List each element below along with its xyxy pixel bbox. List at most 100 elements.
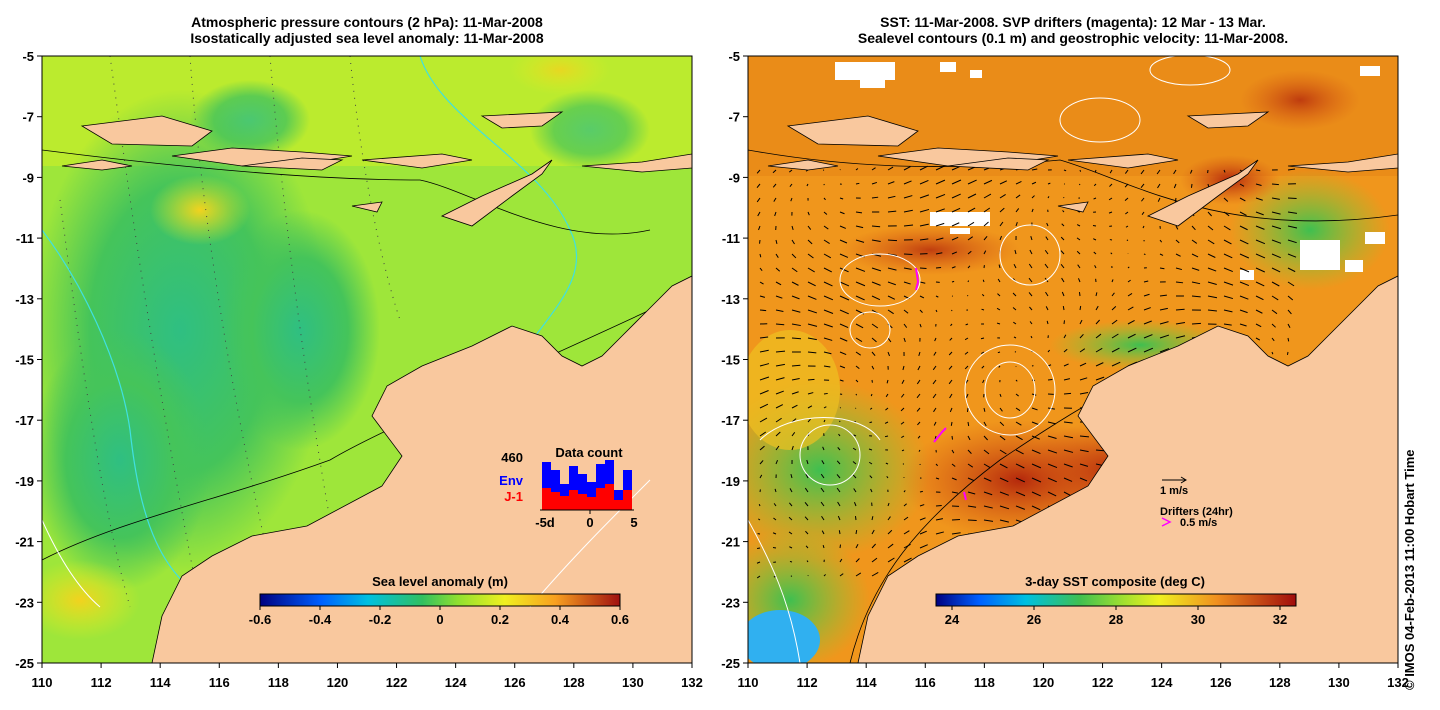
velocity-arrow	[1287, 225, 1298, 229]
velocity-arrow	[999, 235, 1003, 241]
velocity-arrow	[919, 517, 926, 521]
velocity-arrow	[805, 545, 809, 549]
velocity-arrow	[1127, 293, 1133, 297]
sst-colorbar	[935, 593, 1297, 607]
velocity-arrow	[935, 252, 943, 255]
velocity-arrow	[1271, 211, 1281, 215]
velocity-arrow	[1239, 239, 1249, 245]
velocity-arrow	[935, 193, 946, 199]
velocity-arrow	[806, 560, 809, 563]
velocity-arrow	[823, 197, 826, 201]
velocity-arrow	[983, 491, 993, 496]
velocity-arrow	[791, 391, 799, 395]
x-tick-label: 120	[327, 675, 349, 690]
drifter-scale-label: 0.5 m/s	[1180, 517, 1217, 529]
velocity-arrow	[1239, 281, 1250, 287]
y-tick-label: -9	[22, 170, 34, 185]
velocity-arrow	[775, 417, 782, 423]
velocity-arrow	[855, 529, 858, 535]
velocity-arrow	[823, 419, 826, 423]
velocity-arrow	[869, 421, 873, 424]
velocity-arrow	[1255, 239, 1266, 245]
velocity-arrow	[759, 474, 763, 479]
velocity-arrow	[1191, 225, 1196, 231]
colorbar-tick-label: 24	[945, 612, 960, 627]
velocity-arrow	[1125, 211, 1129, 215]
velocity-arrow	[789, 183, 793, 188]
velocity-arrow	[823, 267, 833, 273]
velocity-arrow	[774, 488, 777, 493]
velocity-arrow	[759, 376, 770, 381]
y-tick-label: -5	[728, 49, 740, 64]
velocity-arrow	[900, 421, 905, 425]
velocity-arrow	[871, 281, 881, 286]
velocity-arrow	[1173, 169, 1177, 175]
velocity-arrow	[773, 503, 777, 507]
velocity-arrow	[855, 281, 866, 287]
velocity-arrow	[949, 407, 953, 413]
velocity-arrow	[759, 336, 769, 339]
velocity-arrow	[1175, 225, 1179, 230]
velocity-arrow	[1031, 463, 1042, 469]
velocity-arrow	[839, 379, 844, 382]
velocity-arrow	[823, 253, 832, 259]
velocity-arrow	[1095, 376, 1105, 381]
velocity-arrow	[983, 463, 991, 469]
velocity-arrow	[1047, 463, 1058, 468]
velocity-arrow	[999, 491, 1009, 496]
velocity-arrow	[1095, 319, 1100, 325]
velocity-arrow	[838, 530, 841, 535]
velocity-arrow	[999, 421, 1005, 427]
velocity-arrow	[998, 365, 1001, 368]
velocity-arrow	[822, 544, 825, 549]
velocity-arrow	[935, 222, 945, 227]
colorbar-tick-label: 0.6	[611, 612, 629, 627]
velocity-arrow	[805, 530, 809, 535]
velocity-arrow	[759, 431, 767, 437]
velocity-arrow	[1095, 347, 1103, 353]
velocity-arrow	[1191, 281, 1201, 285]
velocity-arrow	[887, 529, 893, 535]
velocity-arrow	[1287, 337, 1290, 342]
velocity-arrow	[1093, 251, 1097, 255]
velocity-arrow	[903, 516, 909, 521]
velocity-arrow	[804, 487, 809, 493]
velocity-arrow	[1076, 237, 1081, 241]
drifters-label: Drifters (24hr)	[1160, 506, 1233, 518]
x-tick-label: 118	[974, 675, 995, 690]
velocity-arrow	[1046, 320, 1049, 325]
velocity-arrow	[839, 281, 850, 287]
velocity-arrow	[1111, 292, 1115, 297]
velocity-arrow	[1223, 267, 1233, 273]
velocity-arrow	[950, 421, 953, 426]
velocity-arrow	[772, 169, 777, 174]
x-tick-label: 120	[1033, 675, 1055, 690]
velocity-arrow	[821, 460, 825, 465]
sla-high-anomaly	[150, 175, 250, 245]
velocity-arrow	[1063, 449, 1074, 453]
velocity-arrow	[935, 309, 938, 313]
velocity-arrow	[1223, 169, 1226, 173]
velocity-arrow	[1255, 323, 1262, 328]
velocity-arrow	[1287, 281, 1295, 287]
velocity-arrow	[999, 180, 1008, 185]
velocity-arrow	[1239, 267, 1250, 273]
velocity-arrow	[983, 221, 989, 227]
velocity-arrow	[1047, 491, 1057, 497]
velocity-arrow	[951, 179, 962, 185]
x-tick-label: 118	[268, 675, 289, 690]
drifter-arrow-icon	[1161, 517, 1172, 527]
velocity-arrow	[871, 529, 875, 535]
velocity-arrow	[1207, 309, 1217, 312]
velocity-arrow	[775, 323, 785, 326]
velocity-arrow	[823, 323, 833, 328]
velocity-arrow	[869, 407, 873, 410]
velocity-arrow	[999, 207, 1005, 213]
velocity-arrow	[964, 351, 969, 355]
velocity-arrow	[1061, 223, 1065, 227]
velocity-arrow	[839, 337, 848, 342]
velocity-arrow	[1015, 208, 1020, 213]
x-tick-label: 116	[209, 675, 230, 690]
velocity-arrow	[1174, 197, 1177, 203]
